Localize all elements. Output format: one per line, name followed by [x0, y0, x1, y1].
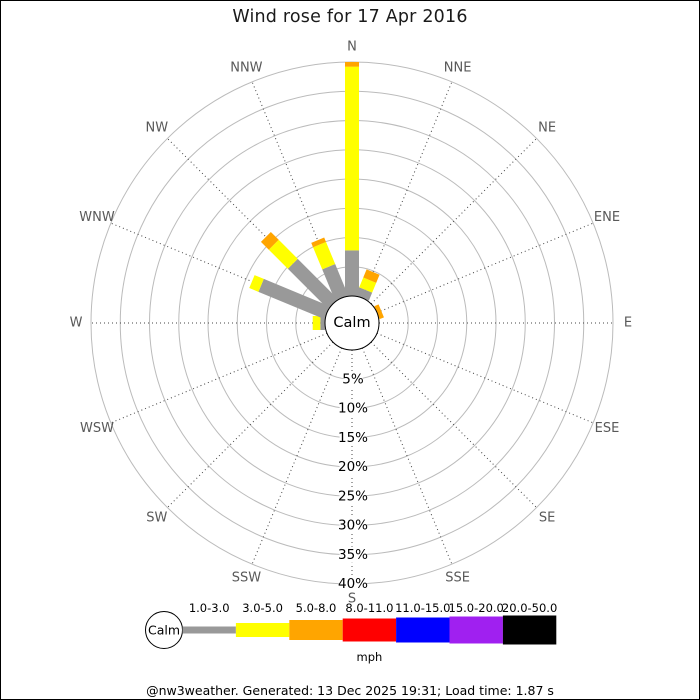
- legend-chip-1.0-3.0: [182, 626, 236, 634]
- footer-credit: @nw3weather. Generated: 13 Dec 2025 19:3…: [146, 683, 554, 698]
- legend-calm-label: Calm: [148, 623, 180, 638]
- tick-label-bg: [339, 429, 367, 446]
- legend-bin-label: 20.0-50.0: [502, 601, 557, 615]
- wind-bar-segment-nw: [287, 258, 338, 309]
- radial-gridline-sse: [361, 347, 453, 565]
- wind-bar-segment-wnw: [258, 278, 330, 320]
- radial-gridline-nw: [167, 138, 334, 305]
- direction-label-wnw: WNW: [79, 210, 115, 225]
- radial-gridline-se: [370, 341, 537, 508]
- radial-gridline-ssw: [251, 347, 343, 565]
- wind-bar-segment-nnw: [313, 241, 336, 270]
- legend-chip-8.0-11.0: [342, 618, 397, 642]
- radial-gridline-nne: [361, 81, 453, 299]
- direction-label-n: N: [347, 40, 357, 55]
- direction-label-ne: NE: [538, 120, 556, 135]
- legend-bin-label: 1.0-3.0: [189, 601, 230, 615]
- wind-bar-segment-ene: [374, 304, 384, 320]
- legend-chip-15.0-20.0: [449, 616, 503, 644]
- radial-gridline-wsw: [110, 332, 328, 424]
- calm-circle: [324, 295, 380, 351]
- radial-tick-label: 15%: [338, 430, 368, 446]
- legend-chip-11.0-15.0: [396, 617, 450, 643]
- radial-tick-label: 30%: [338, 518, 368, 534]
- wind-bar-segment-nne: [359, 277, 377, 293]
- direction-label-wsw: WSW: [80, 421, 114, 436]
- legend-units-label: mph: [357, 650, 383, 664]
- tick-label-bg: [339, 576, 367, 592]
- wind-bar-segment-nw: [260, 231, 279, 250]
- radial-gridline-ene: [376, 222, 594, 314]
- direction-label-ene: ENE: [594, 210, 620, 225]
- direction-label-ssw: SSW: [232, 570, 262, 585]
- legend-bin-label: 8.0-11.0: [345, 601, 393, 615]
- legend-bin-label: 3.0-5.0: [242, 601, 283, 615]
- tick-label-bg: [339, 488, 367, 505]
- legend-bin-label: 11.0-15.0: [395, 601, 450, 615]
- radial-tick-label: 40%: [338, 576, 368, 592]
- chart-title: Wind rose for 17 Apr 2016: [232, 7, 468, 27]
- direction-label-ese: ESE: [595, 421, 620, 436]
- tick-label-bg: [339, 400, 367, 417]
- wind-bar-segment-nne: [355, 287, 373, 301]
- wind-bar-segment-nnw: [311, 237, 326, 248]
- radial-tick-label: 20%: [338, 459, 368, 475]
- direction-label-sw: SW: [146, 511, 167, 526]
- legend-chip-3.0-5.0: [235, 623, 290, 637]
- radial-tick-label: 25%: [338, 488, 368, 504]
- radial-tick-label: 5%: [342, 371, 364, 387]
- direction-label-nne: NNE: [444, 61, 472, 76]
- legend-chip-20.0-50.0: [502, 615, 557, 645]
- radial-tick-label: 10%: [338, 401, 368, 417]
- radial-gridline-ne: [370, 138, 537, 305]
- wind-bar-segment-nw: [268, 239, 298, 269]
- calm-circle-label: Calm: [333, 315, 370, 331]
- tick-label-bg: [339, 517, 367, 534]
- tick-label-bg: [343, 371, 363, 388]
- direction-label-e: E: [624, 316, 632, 331]
- radial-tick-label: 35%: [338, 547, 368, 563]
- wind-bar-segment-nnw: [322, 264, 349, 301]
- direction-label-nnw: NNW: [230, 61, 262, 76]
- tick-label-bg: [339, 546, 367, 563]
- wind-bar-segment-wnw: [249, 275, 264, 292]
- radial-gridline-ese: [376, 332, 594, 424]
- direction-label-se: SE: [539, 511, 555, 526]
- wind-bar-segment-nne: [363, 269, 380, 283]
- tick-label-bg: [339, 459, 367, 475]
- legend-bin-label: 5.0-8.0: [296, 601, 337, 615]
- legend-bin-label: 15.0-20.0: [449, 601, 504, 615]
- direction-label-w: W: [70, 316, 83, 331]
- radial-gridline-sw: [167, 341, 334, 508]
- direction-label-sse: SSE: [445, 570, 470, 585]
- direction-label-nw: NW: [146, 120, 169, 135]
- direction-label-s: S: [348, 592, 356, 607]
- legend-chip-5.0-8.0: [289, 620, 343, 640]
